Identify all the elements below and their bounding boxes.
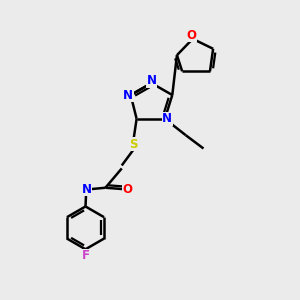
Text: F: F bbox=[82, 249, 89, 262]
Text: N: N bbox=[162, 112, 172, 125]
Text: S: S bbox=[129, 138, 138, 151]
Text: O: O bbox=[123, 183, 133, 196]
Text: N: N bbox=[146, 74, 157, 87]
Text: O: O bbox=[186, 29, 196, 42]
Text: H: H bbox=[80, 182, 89, 193]
Text: N: N bbox=[82, 183, 92, 196]
Text: N: N bbox=[123, 88, 133, 101]
